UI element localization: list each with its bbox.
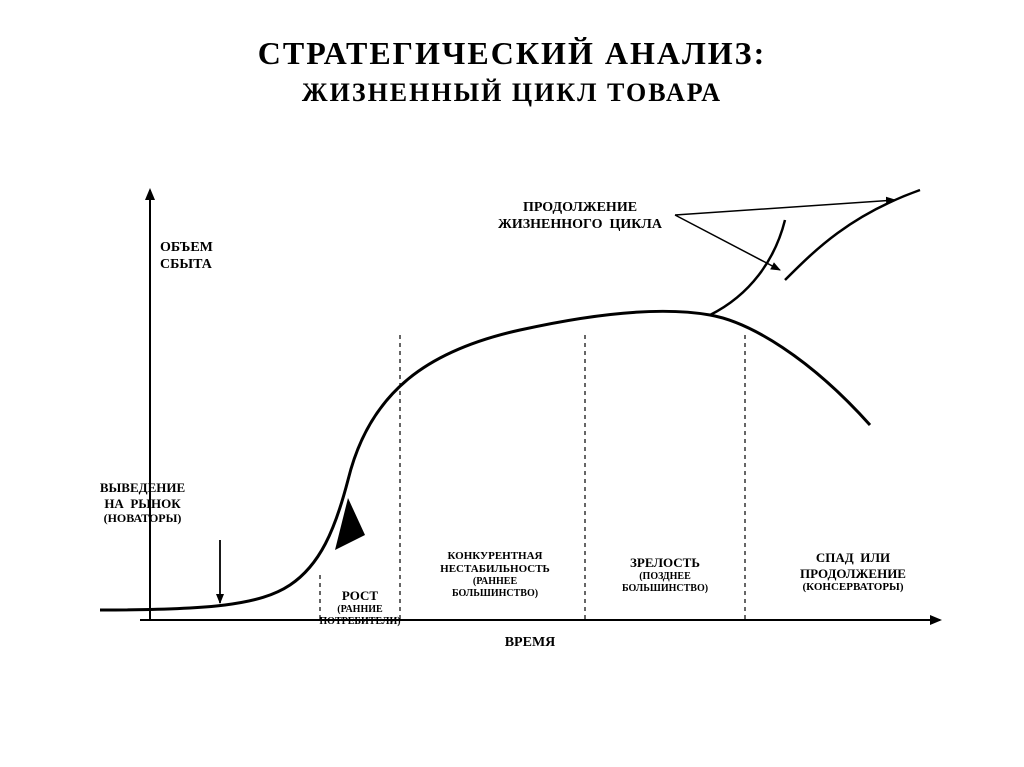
phase-growth: РОСТ(РАННИЕ ПОТРЕБИТЕЛИ) xyxy=(295,588,425,628)
x-axis-label: ВРЕМЯ xyxy=(470,635,590,652)
phase-introduction-sublabel: (НОВАТОРЫ) xyxy=(60,511,225,525)
y-axis-label: ОБЪЕМ СБЫТА xyxy=(160,240,250,274)
title-sub: ЖИЗНЕННЫЙ ЦИКЛ ТОВАРА xyxy=(0,78,1024,108)
phase-decline: СПАД ИЛИ ПРОДОЛЖЕНИЕ(КОНСЕРВАТОРЫ) xyxy=(758,550,948,594)
phase-competitive-sublabel: (РАННЕЕ БОЛЬШИНСТВО) xyxy=(410,576,580,600)
extension-annotation: ПРОДОЛЖЕНИЕ ЖИЗНЕННОГО ЦИКЛА xyxy=(470,200,690,234)
phase-decline-label: СПАД ИЛИ ПРОДОЛЖЕНИЕ xyxy=(758,550,948,581)
chart-area: ОБЪЕМ СБЫТА ВРЕМЯ ПРОДОЛЖЕНИЕ ЖИЗНЕННОГО… xyxy=(90,180,970,680)
phase-maturity-sublabel: (ПОЗДНЕЕ БОЛЬШИНСТВО) xyxy=(590,571,740,595)
phase-introduction-label: ВЫВЕДЕНИЕ НА РЫНОК xyxy=(60,480,225,511)
title-block: СТРАТЕГИЧЕСКИЙ АНАЛИЗ: ЖИЗНЕННЫЙ ЦИКЛ ТО… xyxy=(0,35,1024,108)
phase-competitive: КОНКУРЕНТНАЯ НЕСТАБИЛЬНОСТЬ(РАННЕЕ БОЛЬШ… xyxy=(410,550,580,600)
phase-maturity-label: ЗРЕЛОСТЬ xyxy=(590,555,740,571)
title-main: СТРАТЕГИЧЕСКИЙ АНАЛИЗ: xyxy=(0,35,1024,72)
phase-growth-sublabel: (РАННИЕ ПОТРЕБИТЕЛИ) xyxy=(295,604,425,628)
page: СТРАТЕГИЧЕСКИЙ АНАЛИЗ: ЖИЗНЕННЫЙ ЦИКЛ ТО… xyxy=(0,0,1024,767)
phase-competitive-label: КОНКУРЕНТНАЯ НЕСТАБИЛЬНОСТЬ xyxy=(410,550,580,576)
phase-introduction: ВЫВЕДЕНИЕ НА РЫНОК(НОВАТОРЫ) xyxy=(60,480,225,526)
phase-decline-sublabel: (КОНСЕРВАТОРЫ) xyxy=(758,581,948,594)
phase-maturity: ЗРЕЛОСТЬ(ПОЗДНЕЕ БОЛЬШИНСТВО) xyxy=(590,555,740,595)
phase-growth-label: РОСТ xyxy=(295,588,425,604)
